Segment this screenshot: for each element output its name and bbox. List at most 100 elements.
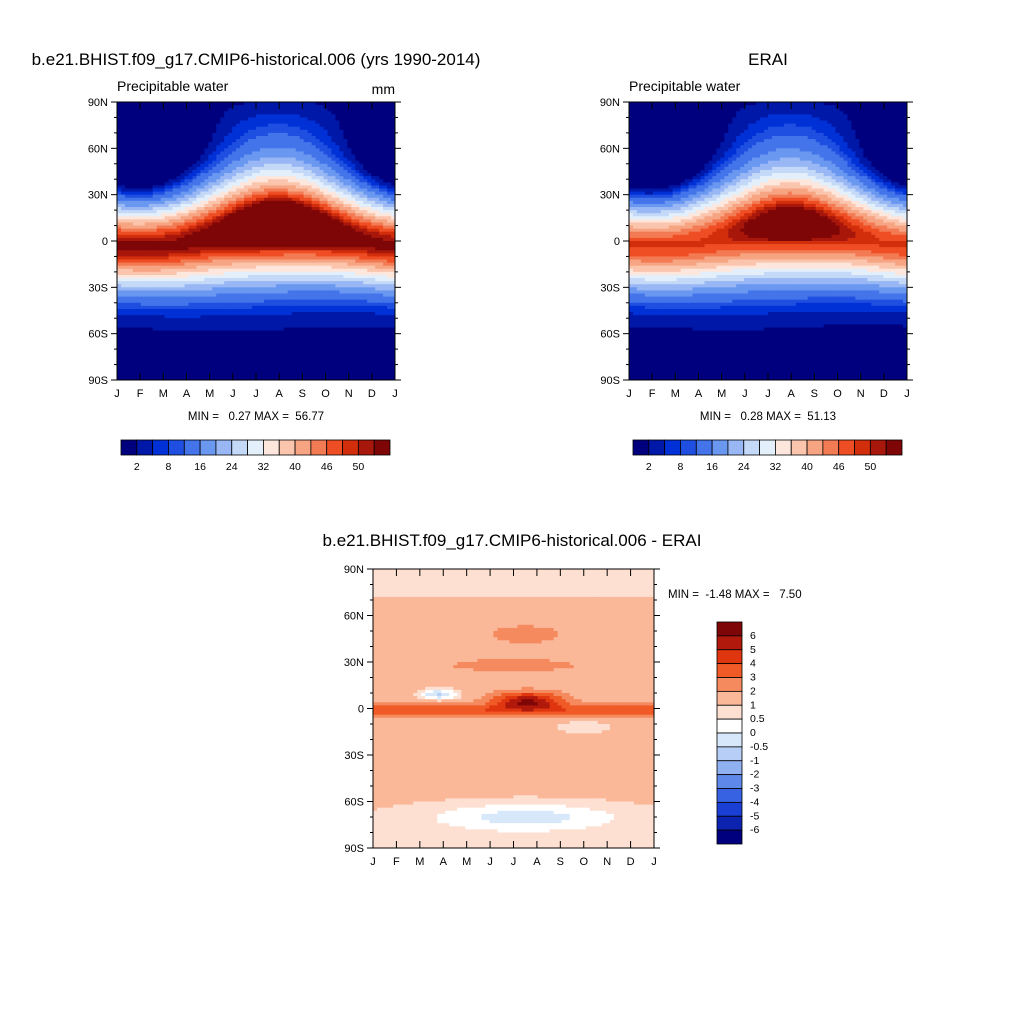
panel-model-cell: [117, 278, 122, 282]
panel-model-cell: [259, 265, 265, 270]
panel-model-cell: [204, 321, 209, 325]
panel-model-cell: [148, 247, 154, 251]
panel-model-cell: [323, 253, 329, 258]
panel-model-cell: [172, 129, 178, 134]
panel-model-cell: [204, 241, 209, 245]
panel-model-cell: [375, 117, 380, 122]
panel-model-cell: [236, 262, 241, 267]
panel-model-cell: [184, 219, 190, 224]
panel-model-cell: [291, 200, 297, 205]
panel-model-cell: [212, 222, 217, 227]
panel-model-cell: [383, 154, 388, 159]
panel-model-cell: [351, 145, 356, 149]
panel-model-cell: [263, 256, 269, 261]
panel-model-cell: [124, 210, 130, 214]
panel-model-cell: [208, 259, 213, 264]
panel-model-cell: [180, 290, 186, 295]
panel-model-cell: [331, 166, 337, 171]
panel-model-cell: [339, 126, 344, 131]
panel-model-cell: [216, 182, 221, 186]
panel-model-cell: [279, 197, 285, 202]
panel-model-cell: [319, 105, 325, 109]
panel-model-cell: [144, 278, 150, 282]
panel-model-cell: [315, 250, 321, 254]
panel-model-cell: [311, 262, 317, 267]
panel-model-cell: [256, 308, 261, 313]
panel-model-cell: [351, 197, 356, 202]
panel-model-cell: [359, 160, 364, 165]
panel-model-cell: [335, 160, 340, 165]
panel-model-cell: [144, 108, 150, 112]
panel-model-cell: [275, 132, 281, 137]
panel-model-cell: [172, 244, 178, 248]
panel-model-cell: [228, 207, 233, 211]
panel-model-cell: [367, 296, 372, 301]
panel-model-cell: [303, 234, 309, 239]
panel-model-cell: [331, 244, 337, 248]
panel-model-cell: [156, 247, 162, 251]
panel-model-cell: [128, 213, 134, 217]
panel-model-cell: [148, 253, 154, 258]
panel-model-cell: [244, 120, 249, 125]
panel-model-cell: [307, 120, 313, 125]
panel-model-cell: [220, 302, 225, 307]
panel-model-cell: [323, 108, 329, 112]
panel-model-cell: [132, 271, 138, 276]
panel-model-cell: [208, 281, 213, 285]
panel-model-cell: [192, 111, 198, 115]
panel-model-cell: [363, 179, 368, 183]
panel-model-cell: [132, 281, 138, 285]
panel-model-cell: [259, 247, 265, 251]
panel-model-cell: [331, 191, 337, 196]
panel-model-cell: [327, 200, 333, 205]
panel-model-cell: [204, 318, 209, 322]
panel-model-cell: [323, 197, 329, 202]
panel-model-cell: [387, 114, 392, 119]
panel-model-cell: [124, 117, 130, 122]
panel-model-cell: [180, 102, 186, 106]
panel-model-cell: [323, 132, 329, 137]
panel-model-cell: [311, 284, 317, 288]
panel-model-cell: [224, 182, 229, 186]
panel-model-cell: [355, 265, 360, 270]
panel-model-cell: [279, 234, 285, 239]
panel-model-cell: [363, 166, 368, 171]
panel-model-cell: [224, 278, 229, 282]
panel-model-cell: [156, 191, 162, 196]
panel-model-cell: [232, 111, 237, 115]
panel-model-cell: [327, 188, 333, 193]
panel-model-cell: [252, 222, 257, 227]
panel-model-cell: [267, 185, 273, 190]
panel-model-cell: [152, 117, 158, 122]
panel-model-cell: [283, 271, 289, 276]
panel-model-cell: [307, 268, 313, 273]
panel-model-cell: [303, 262, 309, 267]
panel-model-cell: [224, 296, 229, 301]
panel-model-cell: [319, 308, 325, 313]
panel-model-cell: [355, 271, 360, 276]
panel-model-cell: [271, 256, 277, 261]
panel-model-cell: [196, 256, 201, 261]
panel-model-cell: [339, 203, 344, 208]
panel-model-cell: [136, 228, 142, 233]
panel-model-cell: [315, 123, 321, 128]
panel-model-cell: [144, 135, 150, 140]
panel-model-cell: [379, 250, 384, 254]
panel-model-cell: [136, 145, 142, 149]
panel-model-cell: [160, 241, 166, 245]
panel-model-cell: [363, 290, 368, 295]
panel-model-cell: [307, 148, 313, 153]
panel-model-cell: [311, 142, 317, 146]
panel-model-cell: [140, 129, 146, 134]
panel-model-cell: [144, 123, 150, 128]
panel-model-cell: [331, 262, 337, 267]
panel-model-cell: [248, 302, 253, 307]
panel-model-cell: [176, 222, 182, 227]
panel-model-cell: [303, 105, 309, 109]
panel-model-cell: [236, 290, 241, 295]
panel-model-cell: [136, 154, 142, 159]
panel-model-cell: [236, 253, 241, 258]
panel-model-cell: [339, 102, 344, 106]
panel-model-cell: [164, 120, 170, 125]
panel-model-cell: [391, 102, 395, 106]
